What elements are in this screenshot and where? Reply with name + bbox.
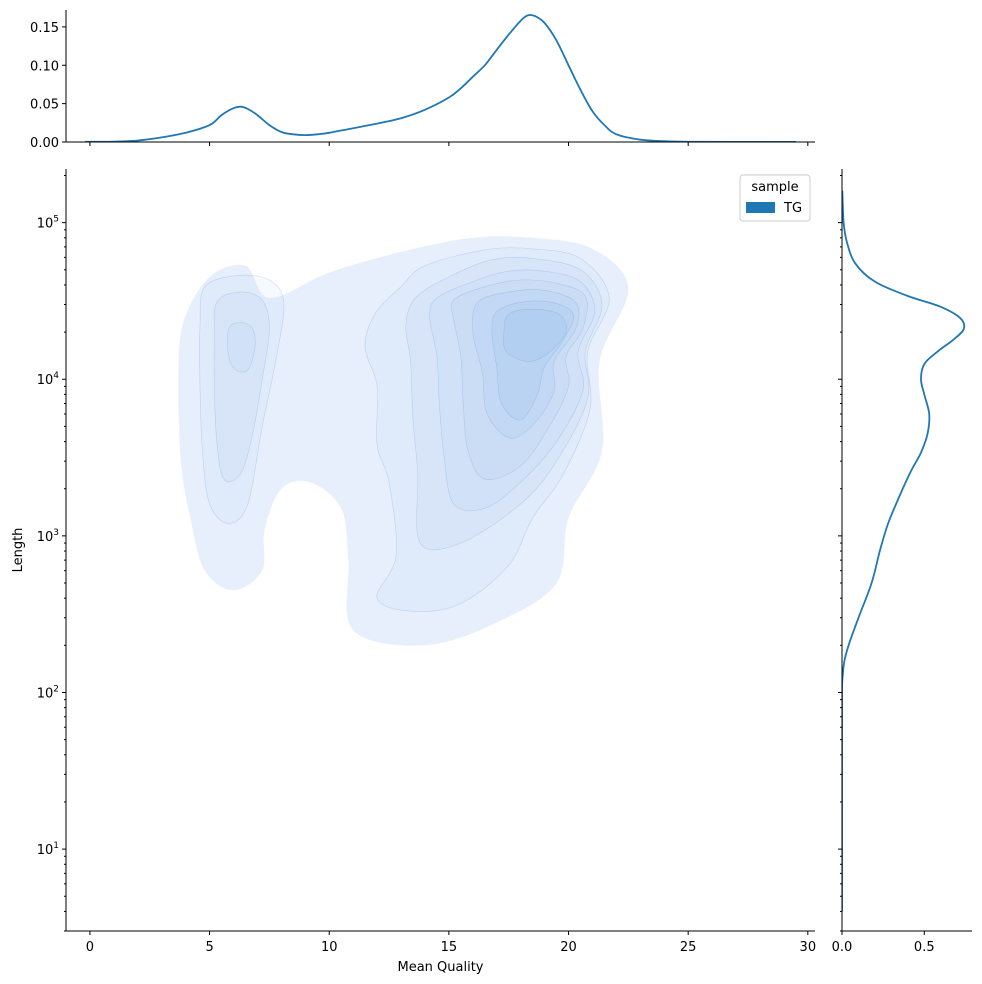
kde-contours (178, 236, 629, 646)
top-marginal-axes: 0.00 0.05 0.10 0.15 (30, 10, 815, 151)
right-marginal-y-ticks (838, 174, 842, 932)
top-marginal-y-tick-label: 0.15 (30, 21, 59, 36)
top-marginal-ticks: 0.00 0.05 0.10 0.15 (30, 21, 66, 151)
x-tick-label: 30 (800, 940, 817, 955)
y-tick-label: 105 (37, 215, 59, 232)
kde-contour-level-1-region-0 (178, 236, 629, 646)
legend-swatch-tg (746, 202, 775, 213)
x-axis-label: Mean Quality (397, 960, 483, 975)
y-tick-label: 104 (37, 371, 60, 388)
x-tick-label: 10 (321, 940, 338, 955)
kde-contour-level-7-region-6 (491, 300, 574, 421)
top-marginal-y-tick-label: 0.05 (30, 98, 59, 113)
y-axis-label: Length (11, 528, 26, 573)
top-marginal-y-tick-label: 0.10 (30, 59, 59, 74)
x-tick-label: 20 (560, 940, 577, 955)
legend-entry-tg: TG (783, 201, 802, 216)
y-tick-label: 102 (37, 684, 59, 701)
right-marginal-axes: 0.0 0.5 (832, 169, 972, 955)
legend: sample TG (739, 174, 811, 222)
x-tick-label: 25 (680, 940, 697, 955)
joint-axes: 101 102 103 104 105 0 5 10 15 20 25 30 Mean Qualit… (11, 169, 816, 975)
x-tick-label: 0 (86, 940, 94, 955)
kde-contour-level-5-region-4 (450, 279, 588, 481)
kde-contour-level-8-region-7 (503, 308, 567, 362)
kde-contour-level-4-region-3 (429, 269, 596, 512)
right-marginal-x-ticks: 0.0 0.5 (832, 931, 935, 955)
right-marginal-x-tick-label: 0.5 (914, 940, 935, 955)
y-tick-label: 103 (37, 528, 59, 545)
joint-y-ticks: 101 102 103 104 105 (37, 174, 66, 932)
kde-contour-level-4-region-10 (227, 322, 256, 373)
kde-contour-level-3-region-2 (405, 257, 603, 551)
right-marginal-density-curve (842, 190, 966, 912)
kde-contour-level-2-region-8 (199, 274, 285, 524)
x-tick-label: 15 (441, 940, 458, 955)
y-tick-label: 101 (37, 841, 59, 858)
top-marginal-density-curve (85, 14, 796, 142)
top-marginal-x-ticks (89, 142, 809, 146)
top-marginal-y-tick-label: 0.00 (30, 136, 59, 151)
joint-x-ticks: 0 5 10 15 20 25 30 (86, 931, 816, 955)
kde-contour-level-2-region-1 (364, 247, 610, 612)
kde-contour-level-6-region-5 (472, 289, 580, 439)
x-tick-label: 5 (205, 940, 213, 955)
kde-contour-level-3-region-9 (213, 291, 270, 483)
legend-title: sample (751, 180, 798, 195)
right-marginal-x-tick-label: 0.0 (832, 940, 853, 955)
